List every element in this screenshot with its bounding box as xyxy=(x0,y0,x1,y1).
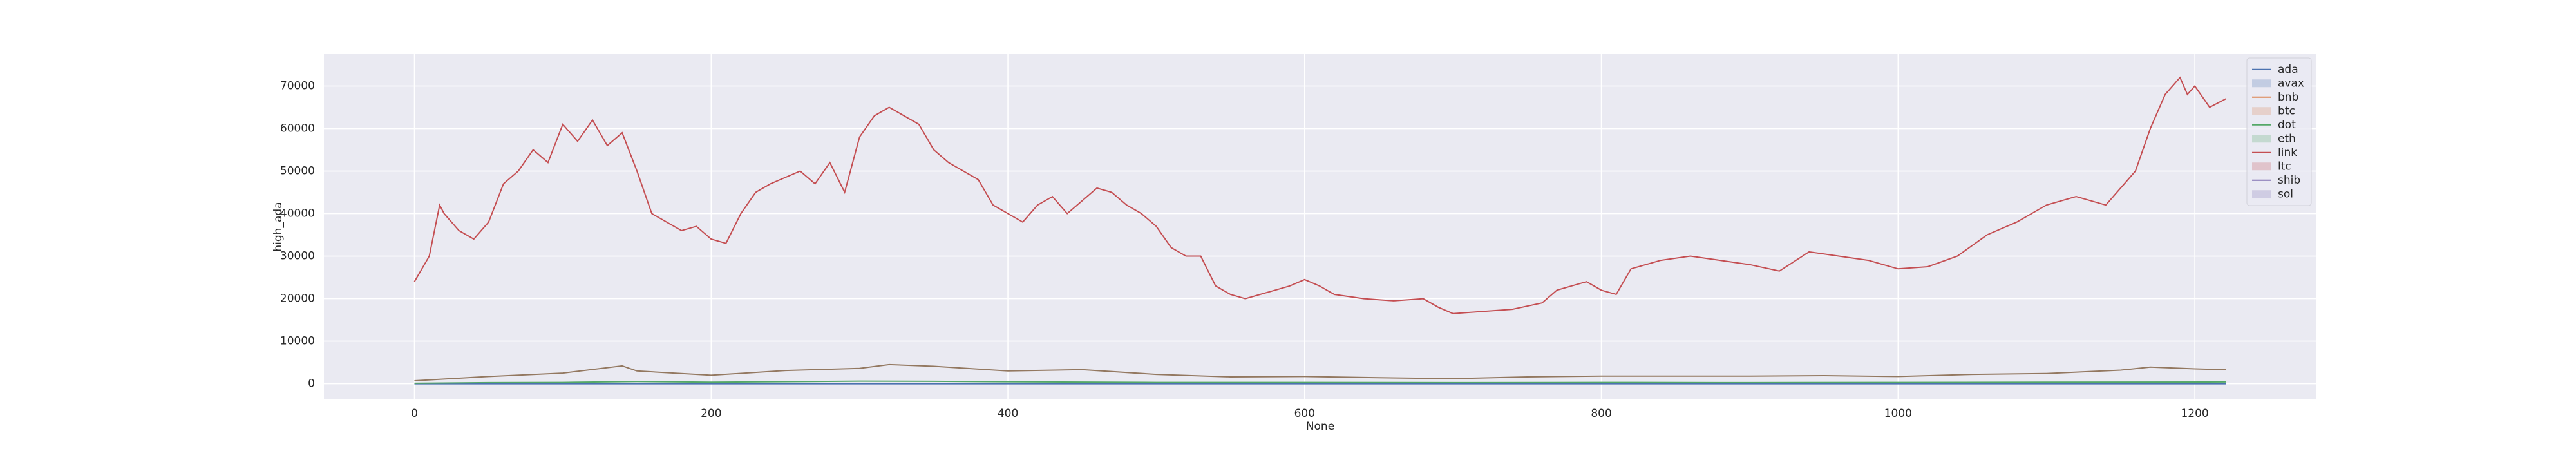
x-tick-label: 1000 xyxy=(1884,407,1912,420)
x-tick-label: 800 xyxy=(1591,407,1611,420)
legend-patch xyxy=(2252,135,2271,143)
legend-label: link xyxy=(2278,146,2297,159)
x-tick-label: 600 xyxy=(1294,407,1315,420)
y-tick-label: 40000 xyxy=(280,207,315,220)
legend-patch xyxy=(2252,79,2271,88)
legend-label: shib xyxy=(2278,174,2300,187)
x-tick-label: 200 xyxy=(701,407,721,420)
legend-label: ada xyxy=(2278,63,2298,76)
y-tick-label: 30000 xyxy=(280,250,315,263)
legend-box xyxy=(2246,57,2312,206)
data-line xyxy=(414,380,2226,384)
legend-label: bnb xyxy=(2278,91,2298,104)
y-axis-label: high_ada xyxy=(272,202,285,251)
legend-patch xyxy=(2252,107,2271,115)
legend-label: dot xyxy=(2278,119,2296,131)
legend-label: btc xyxy=(2278,104,2295,117)
y-tick-label: 0 xyxy=(308,378,315,390)
x-tick-label: 400 xyxy=(998,407,1018,420)
y-tick-label: 70000 xyxy=(280,80,315,93)
data-line xyxy=(413,76,2226,314)
legend-label: avax xyxy=(2278,77,2304,90)
x-tick-label: 0 xyxy=(411,407,418,420)
legend-label: ltc xyxy=(2278,160,2291,173)
data-line xyxy=(414,363,2226,381)
y-tick-label: 60000 xyxy=(280,122,315,135)
legend-label: eth xyxy=(2278,132,2296,145)
x-axis-label: None xyxy=(1306,420,1334,433)
x-tick-label: 1200 xyxy=(2181,407,2208,420)
legend-patch xyxy=(2252,162,2271,171)
plot-area xyxy=(324,54,2316,399)
y-tick-label: 20000 xyxy=(280,293,315,305)
legend-patch xyxy=(2252,190,2271,198)
legend-label: sol xyxy=(2278,187,2293,200)
y-tick-label: 10000 xyxy=(280,335,315,348)
y-tick-label: 50000 xyxy=(280,165,315,178)
